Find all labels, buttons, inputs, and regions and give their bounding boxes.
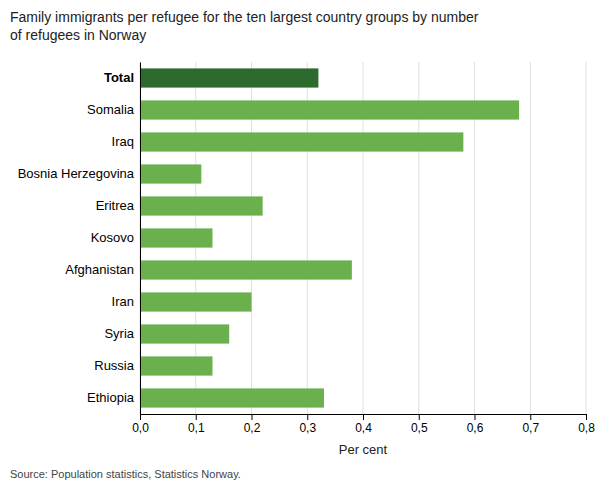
x-tick-label: 0,5 (411, 421, 428, 435)
grid-line (530, 62, 531, 414)
x-tick-label: 0,2 (244, 421, 261, 435)
x-tick-mark (419, 414, 420, 420)
x-tick: 0,6 (467, 414, 484, 435)
y-tick: Syria (104, 326, 140, 341)
y-tick-label: Afghanistan (65, 262, 134, 277)
x-tick: 0,1 (188, 414, 205, 435)
x-tick: 0,5 (411, 414, 428, 435)
x-tick: 0,2 (244, 414, 261, 435)
y-tick-label: Kosovo (91, 230, 134, 245)
bar (140, 68, 318, 87)
x-tick: 0,0 (132, 414, 149, 435)
y-tick: Somalia (87, 102, 140, 117)
x-tick-label: 0,8 (578, 421, 595, 435)
x-tick-label: 0,7 (522, 421, 539, 435)
bar (140, 100, 519, 119)
bar (140, 228, 212, 247)
y-tick-label: Total (104, 70, 134, 85)
chart-title-line: Family immigrants per refugee for the te… (10, 9, 479, 25)
bars (140, 68, 519, 407)
y-tick: Bosnia Herzegovina (18, 166, 140, 181)
x-axis: 0,0 0,1 0,2 0,3 0,4 0,5 0,6 0,7 0,8 (132, 414, 595, 435)
bar (140, 132, 463, 151)
bar (140, 260, 352, 279)
bar (140, 164, 201, 183)
y-axis-line (140, 63, 141, 415)
x-tick-mark (586, 414, 587, 420)
bar (140, 324, 229, 343)
x-tick-label: 0,3 (299, 421, 316, 435)
x-tick-label: 0,4 (355, 421, 372, 435)
y-tick: Total (104, 70, 140, 85)
x-tick-mark (196, 414, 197, 420)
grid-line (586, 62, 587, 414)
x-tick-label: 0,0 (132, 421, 149, 435)
x-tick-mark (363, 414, 364, 420)
y-tick: Iraq (112, 134, 140, 149)
chart-title-line: of refugees in Norway (10, 27, 146, 43)
x-tick: 0,4 (355, 414, 372, 435)
bar (140, 356, 212, 375)
x-tick-mark (475, 414, 476, 420)
chart-title: Family immigrants per refugee for the te… (10, 9, 479, 43)
y-tick-label: Iran (112, 294, 134, 309)
grid (140, 62, 586, 414)
y-tick-label: Ethiopia (87, 390, 135, 405)
bar (140, 388, 324, 407)
y-tick-label: Eritrea (96, 198, 135, 213)
x-tick-mark (252, 414, 253, 420)
y-tick: Eritrea (96, 198, 140, 213)
x-tick-mark (530, 414, 531, 420)
x-tick-label: 0,6 (467, 421, 484, 435)
y-tick-label: Bosnia Herzegovina (18, 166, 135, 181)
y-tick: Afghanistan (65, 262, 140, 277)
x-tick-mark (307, 414, 308, 420)
y-tick-label: Syria (104, 326, 134, 341)
bar (140, 292, 252, 311)
chart-svg: Family immigrants per refugee for the te… (0, 0, 610, 488)
x-tick: 0,3 (299, 414, 316, 435)
y-tick-label: Iraq (112, 134, 134, 149)
x-axis-title: Per cent (339, 442, 388, 457)
y-tick: Iran (112, 294, 140, 309)
grid-line (140, 62, 141, 414)
plot-area: 0,0 0,1 0,2 0,3 0,4 0,5 0,6 0,7 0,8 Per cent Ethio… (18, 62, 596, 457)
bar (140, 196, 263, 215)
x-tick: 0,8 (578, 414, 595, 435)
y-tick: Kosovo (91, 230, 140, 245)
x-tick: 0,7 (522, 414, 539, 435)
source-note: Source: Population statistics, Statistic… (10, 468, 241, 480)
x-tick-label: 0,1 (188, 421, 205, 435)
y-tick-label: Somalia (87, 102, 135, 117)
x-tick-mark (140, 414, 141, 420)
y-tick: Russia (94, 358, 140, 373)
y-axis: Ethiopia Russia Syria Iran Afghanistan Kosovo… (18, 63, 141, 415)
y-tick: Ethiopia (87, 390, 140, 405)
y-tick-label: Russia (94, 358, 135, 373)
